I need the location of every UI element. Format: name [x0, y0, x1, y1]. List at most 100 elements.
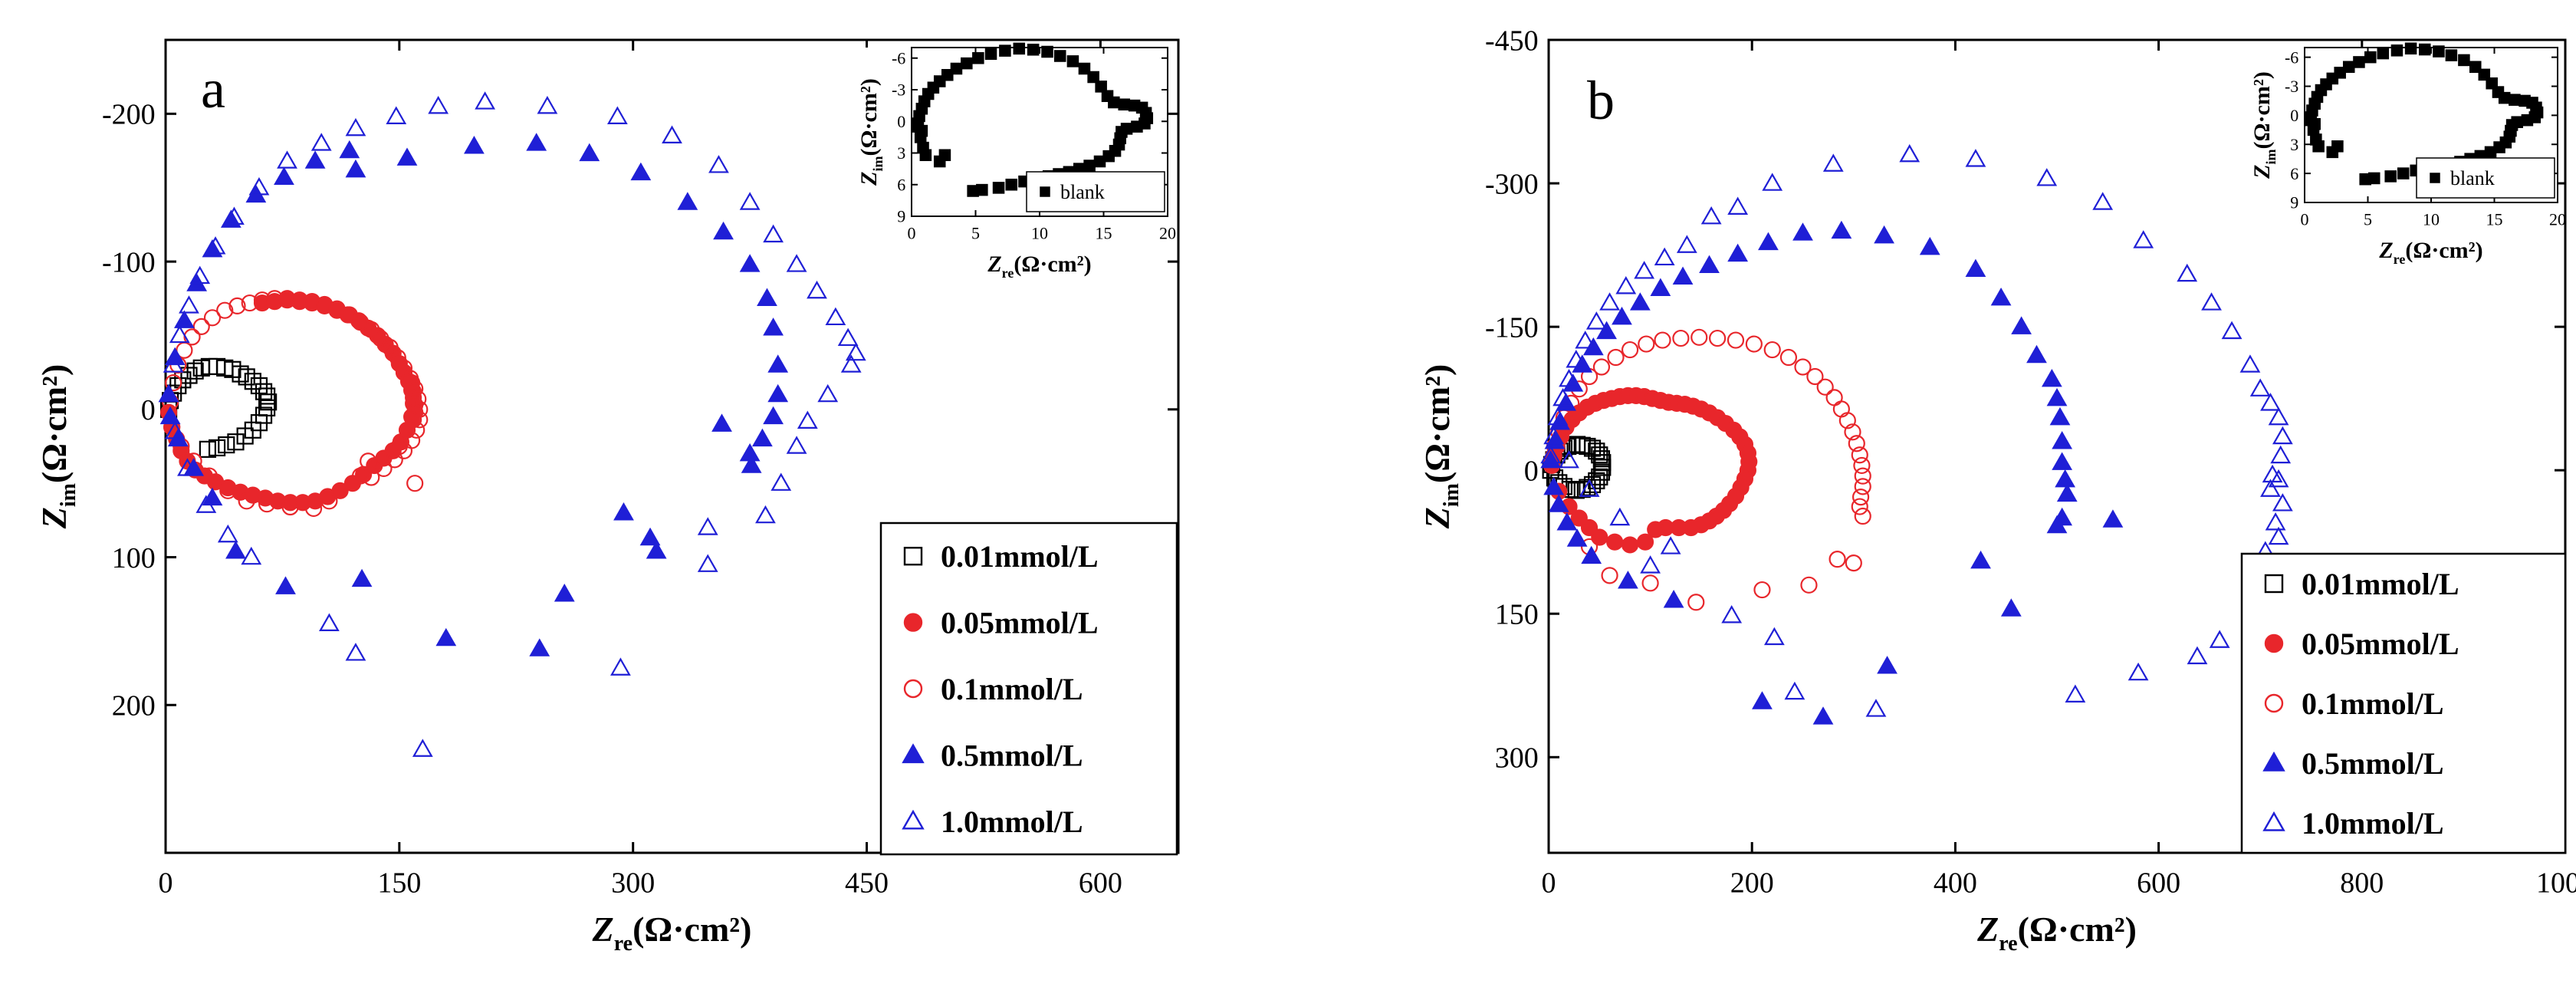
panel-b-inset-legend-label: blank: [2450, 167, 2495, 189]
panel-a-inset-x-tick-label: 10: [1031, 224, 1048, 243]
panel-b-data-point: [2268, 406, 2289, 426]
panel-b-data-point: [2055, 469, 2076, 488]
panel-b-data-point: [1919, 236, 1940, 255]
panel-a-data-point: [786, 436, 807, 454]
panel-a-data-point: [238, 492, 255, 510]
panel-b-data-point: [1794, 358, 1812, 376]
panel-b-data-point: [1851, 498, 1868, 515]
panel-b-data-point: [1676, 235, 1697, 253]
panel-a-inset-data-point: [1027, 43, 1040, 56]
panel-b-inset-x-tick-label: 20: [2549, 210, 2566, 229]
panel-b-inset-data-point: [2377, 47, 2390, 60]
panel-a-data-point: [406, 380, 424, 397]
panel-b-data-point: [1647, 521, 1664, 538]
panel-b-data-point: [1592, 358, 1611, 376]
panel-b-data-point: [2065, 684, 2086, 703]
panel-a-x-tick-label: 0: [159, 867, 173, 899]
panel-b-legend: 0.01mmol/L 0.05mmol/L 0.1mmol/L 0.5mmol/L 1.…: [2240, 552, 2567, 854]
panel-b-inset-legend: blank: [2416, 157, 2555, 199]
panel-a-data-point: [339, 140, 360, 159]
panel-b-data-point: [2201, 292, 2222, 311]
panel-b-data-point: [1844, 423, 1861, 441]
panel-b-x-tick-label: 0: [1542, 867, 1556, 899]
panel-b-data-point: [1752, 691, 1773, 709]
panel-a-data-point: [554, 584, 575, 602]
panel-b-data-point: [1572, 354, 1593, 373]
panel-a-data-point: [217, 524, 238, 543]
panel-a-data-point: [395, 442, 413, 459]
panel-a-inset-data-point: [961, 57, 973, 70]
panel-b-inset-data-point: [2486, 77, 2498, 90]
panel-a-data-point: [189, 265, 211, 285]
panel-a-legend-marker: [903, 679, 923, 699]
panel-b-data-point: [1654, 247, 1675, 266]
panel-b-x-tick-label: 200: [1730, 867, 1774, 899]
panel-b-data-point: [1583, 475, 1602, 493]
panel-a-data-point: [345, 117, 366, 137]
panel-b-inset-x-axis-label-sub: re: [2394, 252, 2406, 267]
panel-a-data-point: [208, 439, 226, 457]
panel-b-inset-data-point: [2397, 167, 2410, 179]
panel-a-x-tick-label: 450: [845, 867, 889, 899]
panel-a-data-point: [351, 568, 373, 587]
panel-b-data-point: [1547, 406, 1569, 426]
panel-b-legend-label: 0.05mmol/L: [2302, 627, 2459, 661]
panel-a-data-point: [158, 383, 179, 403]
panel-b-data-point: [1606, 533, 1624, 551]
panel-a-inset-data-point: [1078, 62, 1091, 75]
panel-a-inset-y-axis-label-sub: im: [870, 156, 886, 171]
panel-a-inset-y-axis-label-main: Z: [856, 171, 882, 186]
panel-b-data-point: [1573, 436, 1591, 454]
panel-b-inset-x-axis-label: Zre(Ω·cm²): [2378, 238, 2482, 267]
panel-a-inset-data-point: [1108, 96, 1120, 109]
panel-b-x-tick-label: 800: [2340, 867, 2384, 899]
panel-b-legend-marker: [2264, 574, 2284, 594]
panel-b-data-point: [1709, 329, 1727, 347]
panel-a-data-point: [216, 301, 234, 319]
panel-b-inset-data-point: [2390, 44, 2404, 57]
panel-a-legend-item: 0.01mmol/L: [903, 539, 1099, 574]
panel-a-data-point: [697, 517, 718, 535]
panel-a-data-point: [318, 613, 340, 631]
panel-b-data-point: [1699, 255, 1720, 274]
panel-b-x-axis-label-main: Z: [1976, 910, 1999, 949]
panel-a-legend-label: 0.05mmol/L: [941, 606, 1099, 640]
panel-a-data-point: [179, 295, 199, 314]
panel-b-data-point: [1816, 378, 1834, 396]
panel-a-inset-legend: blank: [1026, 171, 1165, 212]
panel-a-data-point: [372, 330, 389, 347]
panel-a-inset-data-point: [1087, 71, 1099, 84]
panel-b-data-point: [1812, 706, 1834, 725]
panel-b-x-axis-label-unit: (Ω·cm²): [2018, 910, 2137, 949]
panel-a-inset-y-tick-label: 6: [897, 175, 905, 194]
panel-a-data-point: [428, 96, 449, 114]
panel-b-inset-y-tick-label: -6: [2285, 48, 2298, 67]
panel-a-data-point: [837, 327, 859, 347]
panel-a-data-point: [258, 387, 276, 405]
panel-b-legend-item: 0.01mmol/L: [2264, 567, 2459, 601]
panel-b-data-point: [1851, 446, 1868, 464]
panel-b-inset-data-point: [2404, 42, 2417, 55]
panel-b-inset-y-axis-label-unit: (Ω·cm²): [2249, 71, 2275, 149]
panel-a-data-point: [278, 290, 296, 308]
panel-a-data-point: [845, 342, 866, 361]
panel-a-data-point: [345, 643, 366, 661]
panel-a-data-point: [395, 359, 413, 377]
panel-a-inset-x-axis-label-unit: (Ω·cm²): [1014, 252, 1091, 277]
panel-a-data-point: [767, 383, 789, 403]
panel-a-data-point: [255, 383, 273, 400]
panel-b-data-point: [1779, 348, 1798, 367]
panel-a-data-point: [579, 143, 600, 162]
panel-b-inset-data-point: [2484, 146, 2497, 159]
panel-a-inset-data-point: [967, 185, 979, 197]
panel-a-data-point: [396, 147, 418, 166]
panel-a-x-axis-label: Zre(Ω·cm²): [592, 910, 752, 956]
panel-a-inset-data-point: [972, 51, 984, 64]
panel-b-inset-data-point: [2433, 45, 2445, 58]
panel-a-data-point: [807, 280, 827, 299]
panel-a-data-point: [411, 411, 429, 429]
panel-a-data-point: [304, 150, 326, 169]
panel-a-data-point: [275, 576, 296, 594]
panel-a-data-point: [817, 383, 839, 403]
panel-b-data-point: [2272, 493, 2293, 512]
